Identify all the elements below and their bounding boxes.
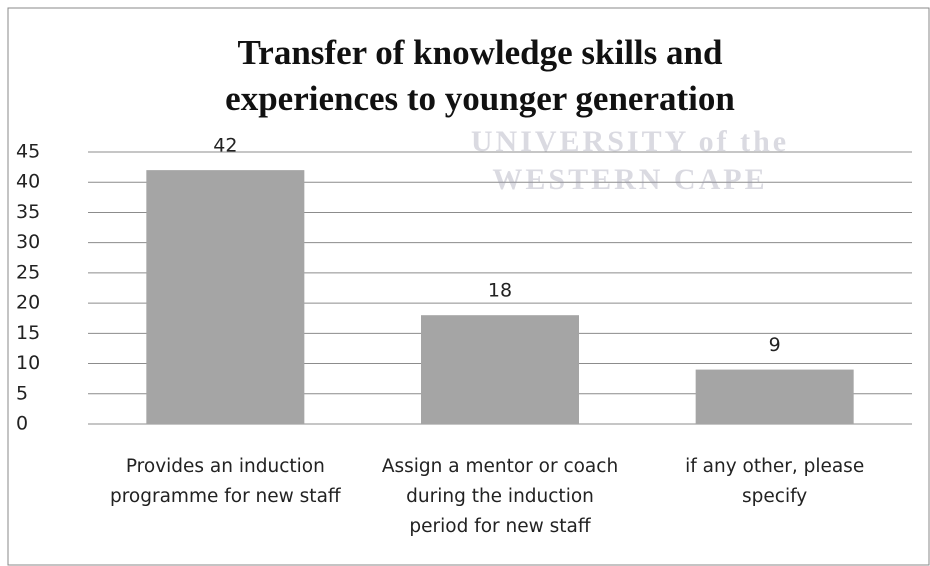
watermark: WESTERN CAPE: [492, 163, 768, 196]
data-label: 42: [213, 135, 237, 157]
bar: [146, 170, 305, 424]
data-label: 18: [488, 280, 512, 302]
y-tick-label: 15: [16, 322, 40, 344]
x-tick-label: Provides an induction programme for new …: [109, 456, 341, 507]
y-tick-label: 35: [16, 201, 40, 223]
y-tick-label: 30: [16, 231, 40, 253]
bar: [421, 315, 579, 424]
watermark: UNIVERSITY of the: [470, 125, 790, 158]
y-tick-label: 20: [16, 292, 40, 314]
x-tick-label: Assign a mentor or coach during the indu…: [381, 456, 619, 537]
y-tick-label: 40: [16, 171, 40, 193]
y-tick-label: 10: [16, 352, 40, 374]
x-tick-label: if any other, please specify: [685, 456, 865, 507]
y-tick-label: 25: [16, 261, 40, 283]
bar: [695, 369, 854, 424]
chart-title: Transfer of knowledge skills and experie…: [225, 33, 735, 118]
data-label: 9: [769, 334, 781, 356]
y-tick-label: 0: [16, 413, 28, 435]
y-tick-label: 45: [16, 141, 40, 163]
chart-border: [7, 7, 930, 566]
y-tick-label: 5: [16, 382, 28, 404]
